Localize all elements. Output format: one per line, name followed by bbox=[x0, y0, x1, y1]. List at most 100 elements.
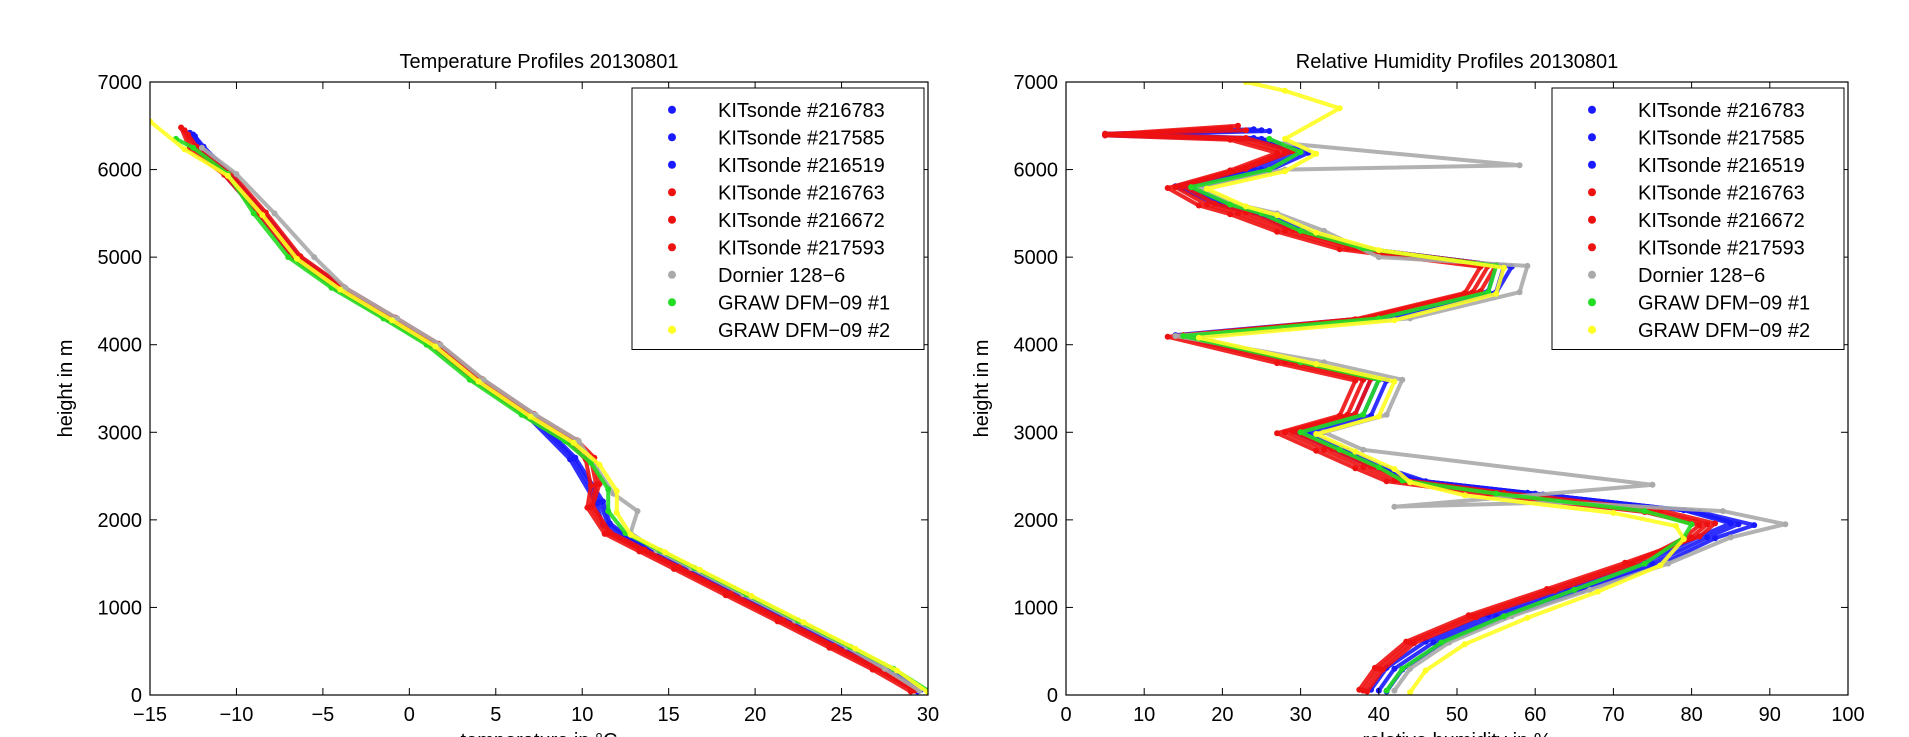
series-5-point bbox=[1622, 559, 1629, 566]
series-8-point bbox=[337, 286, 344, 293]
x-tick-label: 0 bbox=[1060, 704, 1071, 726]
series-5-point bbox=[641, 546, 648, 553]
y-tick-label: 2000 bbox=[98, 510, 143, 532]
legend-marker bbox=[668, 270, 676, 279]
series-4-point bbox=[1551, 587, 1558, 594]
y-tick-label: 3000 bbox=[1014, 422, 1059, 444]
series-5-point bbox=[676, 564, 682, 571]
x-tick-label: −10 bbox=[219, 704, 253, 726]
series-7-point bbox=[1180, 333, 1187, 339]
series-5-point bbox=[779, 616, 786, 623]
legend-entry: Dornier 128−6 bbox=[1638, 265, 1765, 287]
y-tick-label: 3000 bbox=[98, 422, 143, 444]
y-tick-label: 1000 bbox=[1014, 597, 1059, 619]
series-8-point bbox=[1375, 413, 1382, 420]
legend-entry: Dornier 128−6 bbox=[718, 265, 845, 287]
series-8-point bbox=[1282, 87, 1288, 94]
series-4-point bbox=[1379, 666, 1386, 673]
series-8-point bbox=[1242, 203, 1249, 210]
series-4-point bbox=[1227, 211, 1234, 218]
series-8-point bbox=[1391, 466, 1398, 473]
series-8-point bbox=[1274, 212, 1281, 219]
humidity-profiles-panel: Relative Humidity Profiles 20130801 0 10 20… bbox=[971, 51, 1865, 737]
series-8-point bbox=[1461, 492, 1468, 499]
series-8-point bbox=[627, 531, 634, 538]
y-tick-label: 7000 bbox=[98, 72, 143, 94]
legend-marker bbox=[1588, 188, 1596, 197]
series-8-point bbox=[1657, 562, 1664, 569]
series-6-point bbox=[1586, 586, 1593, 593]
x-tick-label: 20 bbox=[744, 704, 766, 726]
legend-entry: KITsonde #216519 bbox=[718, 155, 885, 177]
series-8-point bbox=[662, 549, 669, 556]
series-8-point bbox=[1391, 317, 1398, 324]
series-8-point bbox=[432, 343, 439, 350]
series-8-point bbox=[800, 619, 807, 626]
series-8-point bbox=[1313, 150, 1320, 157]
series-4-point bbox=[1383, 478, 1390, 485]
series-6-point bbox=[342, 284, 349, 291]
series-8-point bbox=[1195, 334, 1202, 341]
series-8-point bbox=[527, 413, 534, 420]
series-5-point bbox=[1371, 664, 1378, 671]
series-7-point bbox=[587, 459, 594, 466]
series-5-point bbox=[1356, 686, 1363, 693]
series-4-point bbox=[1274, 228, 1281, 235]
series-7-point bbox=[605, 486, 612, 493]
series-8-point bbox=[1313, 361, 1320, 367]
legend-marker bbox=[668, 133, 676, 142]
legend-marker bbox=[1588, 215, 1596, 224]
x-tick-label: 10 bbox=[571, 704, 593, 726]
x-axis-label: relative humidity in % bbox=[1363, 730, 1552, 737]
y-tick-label: 2000 bbox=[1014, 510, 1059, 532]
series-4-point bbox=[1164, 333, 1171, 340]
series-6-point bbox=[1391, 503, 1398, 510]
chart-title: Temperature Profiles 20130801 bbox=[399, 51, 678, 73]
series-4-point bbox=[178, 124, 185, 131]
series-8-point bbox=[475, 378, 482, 385]
series-2-point bbox=[1727, 520, 1734, 527]
y-tick-label: 7000 bbox=[1014, 72, 1059, 94]
x-tick-label: −15 bbox=[133, 704, 167, 726]
x-tick-label: 60 bbox=[1524, 704, 1546, 726]
y-tick-label: 4000 bbox=[1014, 335, 1059, 357]
series-6-point bbox=[1375, 254, 1382, 261]
series-1-point bbox=[1266, 128, 1273, 134]
series-8-point bbox=[1407, 689, 1414, 695]
series-7-point bbox=[605, 508, 612, 515]
legend-marker bbox=[668, 105, 676, 114]
series-6-point bbox=[1172, 333, 1179, 339]
series-6-point bbox=[634, 508, 641, 515]
series-4-point bbox=[1364, 688, 1371, 695]
x-tick-label: 5 bbox=[490, 704, 501, 726]
series-3-point bbox=[1235, 122, 1241, 129]
legend-entry: KITsonde #217585 bbox=[1638, 127, 1805, 149]
legend-marker bbox=[1588, 270, 1596, 279]
series-7-point bbox=[1297, 227, 1304, 234]
series-8-point bbox=[596, 461, 603, 468]
series-8-point bbox=[1594, 588, 1601, 595]
series-6-point bbox=[575, 438, 582, 444]
series-line-8 bbox=[150, 119, 928, 695]
series-4-point bbox=[1164, 185, 1171, 191]
series-8-point bbox=[1313, 229, 1320, 236]
series-7-point bbox=[1266, 135, 1273, 142]
series-8-point bbox=[224, 172, 231, 179]
legend: KITsonde #216783 KITsonde #217585 KITsonde… bbox=[1551, 87, 1845, 350]
series-7-point bbox=[1227, 201, 1234, 208]
series-6-point bbox=[1407, 665, 1414, 672]
series-8-point bbox=[1610, 509, 1617, 516]
series-7-point bbox=[1297, 149, 1304, 156]
x-axis-label: temperature in °C bbox=[461, 730, 618, 737]
series-7-point bbox=[190, 144, 197, 151]
series-4-point bbox=[1696, 522, 1703, 529]
series-8-point bbox=[1461, 641, 1468, 648]
series-2-point bbox=[192, 133, 198, 140]
series-8-point bbox=[1391, 378, 1398, 385]
x-tick-label: 50 bbox=[1446, 704, 1468, 726]
series-5-point bbox=[589, 502, 596, 509]
series-8-point bbox=[1242, 82, 1249, 85]
legend-entry: KITsonde #217585 bbox=[718, 127, 885, 149]
legend-box bbox=[1551, 87, 1845, 350]
